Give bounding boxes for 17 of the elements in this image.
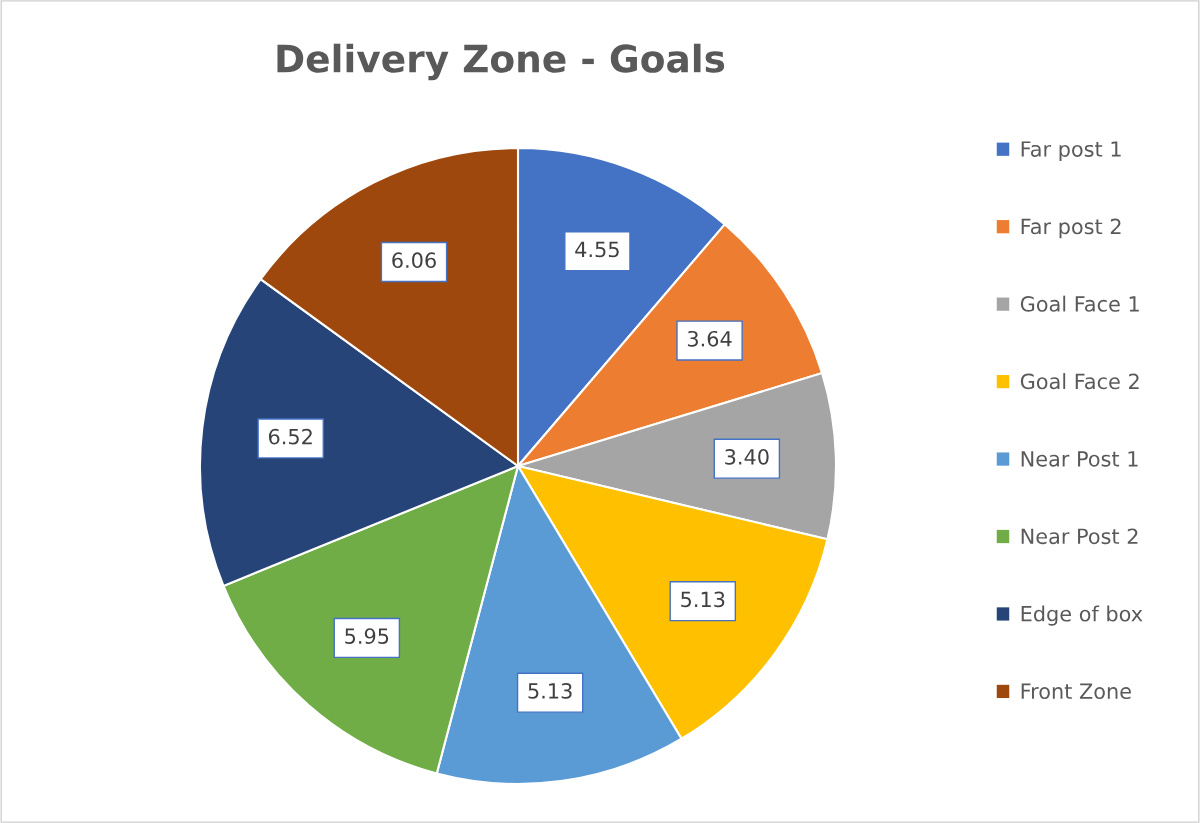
legend-label: Far post 1 xyxy=(1021,141,1121,161)
legend-label: Near Post 1 xyxy=(1021,451,1138,467)
chart-title: Delivery Zone - Goals xyxy=(277,43,725,81)
data-label: 5.13 xyxy=(528,682,572,699)
legend-label: Edge of box xyxy=(1021,605,1143,626)
data-label: 3.64 xyxy=(687,330,732,347)
data-label: 6.52 xyxy=(268,428,312,445)
data-label: 5.13 xyxy=(681,591,725,608)
legend-label: Front Zone xyxy=(1021,683,1131,700)
data-label: 3.40 xyxy=(725,448,769,465)
data-label: 5.95 xyxy=(345,628,389,644)
legend-label: Near Post 2 xyxy=(1021,528,1138,545)
legend-label: Goal Face 2 xyxy=(1020,373,1139,390)
data-label: 4.55 xyxy=(575,241,619,258)
data-label: 6.06 xyxy=(392,252,436,269)
legend-label: Goal Face 1 xyxy=(1020,295,1139,312)
legend-label: Far post 2 xyxy=(1021,218,1121,239)
